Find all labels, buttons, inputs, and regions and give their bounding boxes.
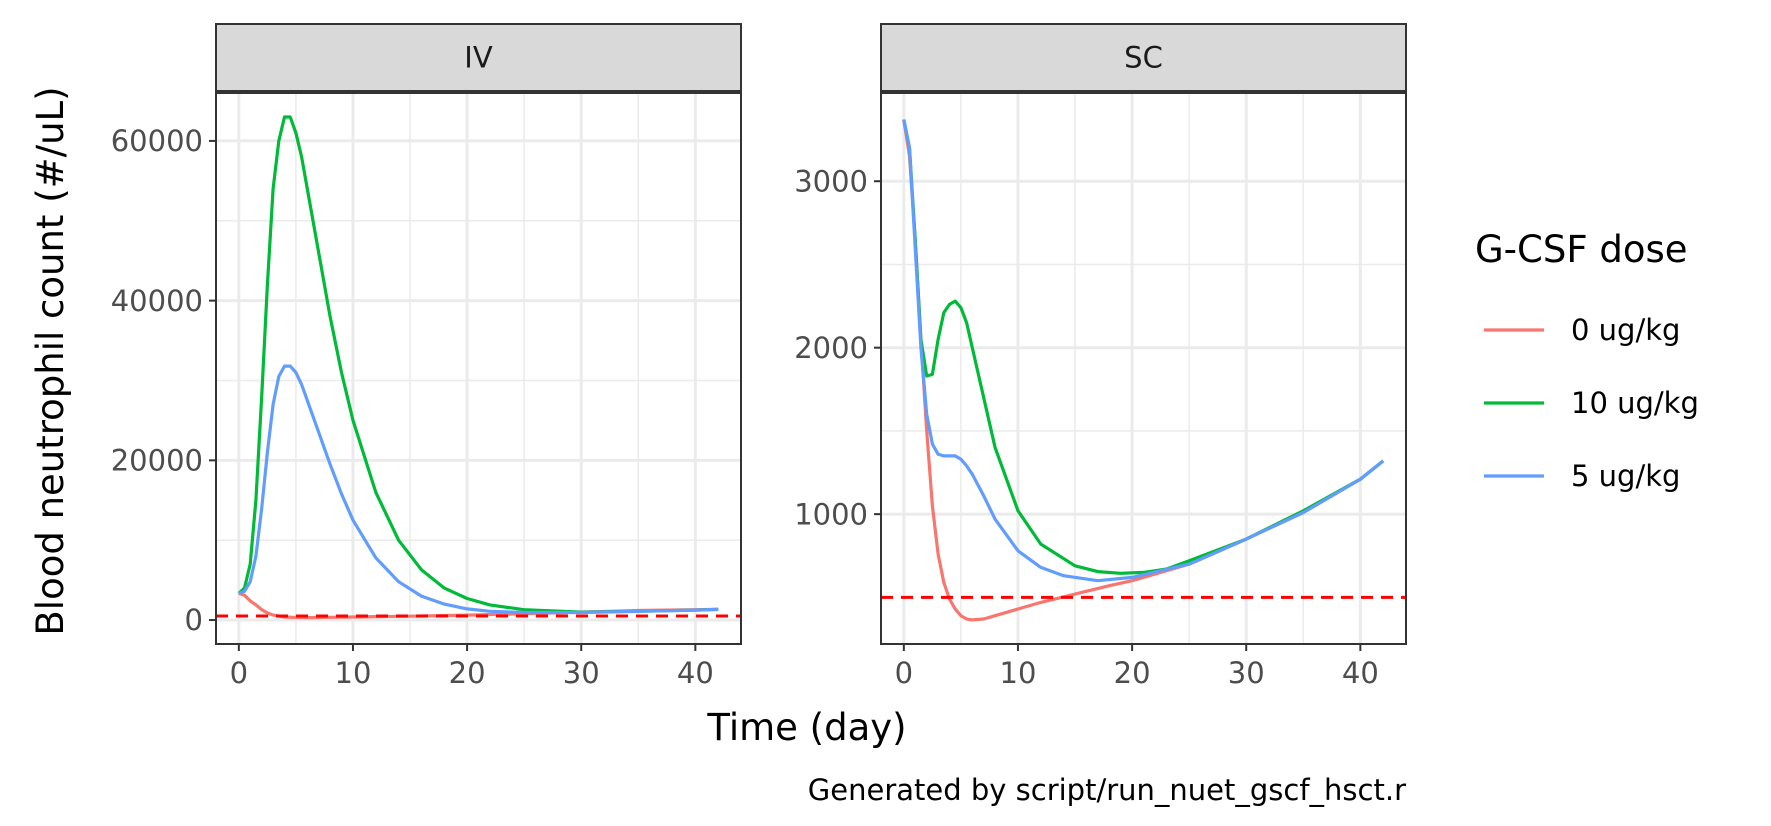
legend: G-CSF dose 0 ug/kg 10 ug/kg 5 ug/kg bbox=[1475, 228, 1699, 493]
x-tick-label: 40 bbox=[677, 656, 714, 690]
x-tick-label: 0 bbox=[895, 656, 913, 690]
panel-sc: 0 10 20 30 40 1000 2000 3000 SC bbox=[794, 23, 1407, 690]
gridlines bbox=[881, 93, 1406, 644]
facet-strip-label: SC bbox=[1124, 41, 1163, 75]
x-tick-label: 30 bbox=[563, 656, 600, 690]
legend-title: G-CSF dose bbox=[1475, 228, 1688, 271]
x-tick-label: 10 bbox=[335, 656, 372, 690]
legend-label: 5 ug/kg bbox=[1571, 459, 1680, 493]
panel-border bbox=[880, 92, 1407, 645]
panel-iv: 0 10 20 30 40 0 20000 40000 60000 IV bbox=[111, 23, 742, 690]
panel-border bbox=[215, 92, 742, 645]
caption: Generated by script/run_nuet_gscf_hsct.r bbox=[808, 773, 1406, 807]
x-axis-title: Time (day) bbox=[706, 706, 906, 749]
y-tick-label: 2000 bbox=[794, 331, 868, 365]
y-tick-label: 20000 bbox=[111, 443, 203, 477]
facet-strip-label: IV bbox=[464, 41, 493, 75]
x-tick-label: 0 bbox=[230, 656, 248, 690]
y-axis-title: Blood neutrophil count (#/uL) bbox=[29, 86, 72, 635]
y-tick-label: 3000 bbox=[794, 164, 868, 198]
y-tick-label: 60000 bbox=[111, 124, 203, 158]
legend-label: 0 ug/kg bbox=[1571, 313, 1680, 347]
gridlines bbox=[216, 93, 741, 644]
x-tick-label: 10 bbox=[1000, 656, 1037, 690]
x-tick-label: 30 bbox=[1228, 656, 1265, 690]
y-tick-label: 40000 bbox=[111, 284, 203, 318]
y-tick-label: 1000 bbox=[794, 497, 868, 531]
series-line-5-ug-kg bbox=[238, 364, 719, 615]
series-line-10-ug-kg bbox=[902, 119, 1385, 575]
series-line-10-ug-kg bbox=[237, 115, 719, 614]
y-tick-label: 0 bbox=[185, 603, 203, 637]
panel-background bbox=[216, 93, 741, 644]
x-tick-label: 40 bbox=[1342, 656, 1379, 690]
x-tick-label: 20 bbox=[1114, 656, 1151, 690]
panel-background bbox=[881, 93, 1406, 644]
facet-strip bbox=[215, 23, 742, 92]
legend-label: 10 ug/kg bbox=[1571, 386, 1699, 420]
facet-strip bbox=[880, 23, 1407, 92]
x-tick-label: 20 bbox=[449, 656, 486, 690]
series-line-5-ug-kg bbox=[902, 119, 1385, 583]
